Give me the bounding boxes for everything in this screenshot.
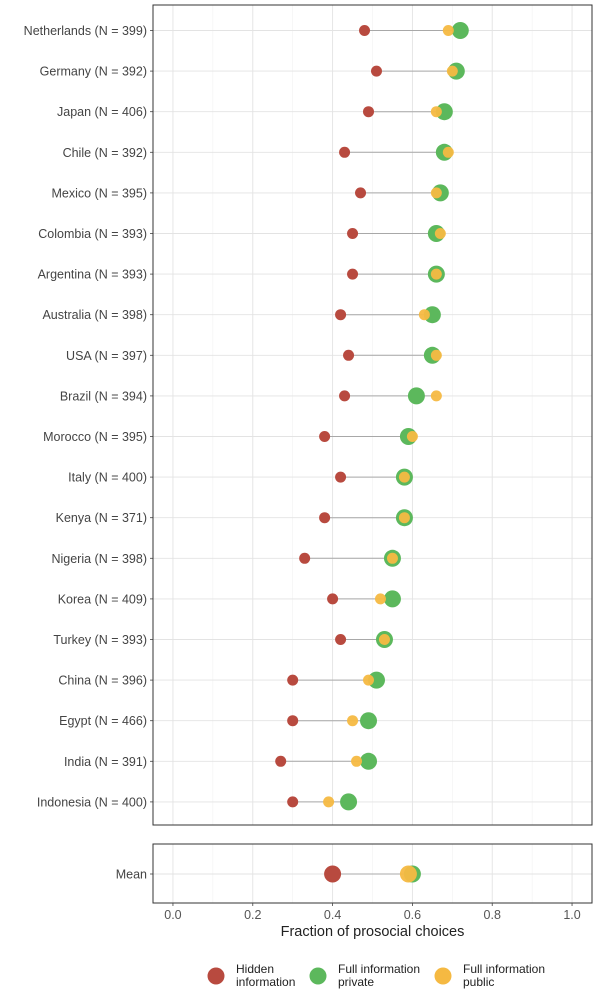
y-tick-label: Japan (N = 406) <box>57 105 147 119</box>
y-tick-label: Indonesia (N = 400) <box>37 795 147 809</box>
point-full-information-private <box>407 387 425 405</box>
point-hidden-information <box>327 593 339 605</box>
point-full-information-private <box>435 103 453 121</box>
y-tick-label: Netherlands (N = 399) <box>24 24 147 38</box>
point-hidden-information <box>299 552 311 564</box>
point-hidden-information <box>335 471 347 483</box>
mean-point-hidden-information <box>324 865 342 883</box>
point-full-information-public <box>386 552 398 564</box>
y-tick-label: Argentina (N = 393) <box>38 268 147 282</box>
y-tick-label: Colombia (N = 393) <box>38 227 147 241</box>
point-hidden-information <box>347 268 359 280</box>
point-full-information-public <box>398 512 410 524</box>
point-full-information-public <box>398 471 410 483</box>
point-hidden-information <box>355 187 367 199</box>
point-full-information-public <box>323 796 335 808</box>
point-full-information-public <box>430 268 442 280</box>
y-tick-label: Chile (N = 392) <box>63 146 147 160</box>
point-hidden-information <box>347 228 359 239</box>
y-tick-label: Italy (N = 400) <box>68 471 147 485</box>
point-hidden-information <box>359 25 371 36</box>
point-hidden-information <box>339 390 351 402</box>
point-hidden-information <box>335 309 347 321</box>
legend-swatch <box>434 967 452 985</box>
x-tick-label: 0.4 <box>324 908 341 922</box>
point-full-information-public <box>418 309 430 321</box>
x-tick-label: 0.6 <box>404 908 421 922</box>
legend-label: Full information <box>338 962 420 976</box>
point-full-information-public <box>406 431 418 442</box>
legend-label: public <box>463 975 494 989</box>
x-tick-label: 0.0 <box>164 908 181 922</box>
point-full-information-private <box>367 671 385 689</box>
point-hidden-information <box>319 431 331 442</box>
point-full-information-public <box>430 349 442 361</box>
point-full-information-public <box>446 65 458 77</box>
y-tick-label: Germany (N = 392) <box>40 65 147 79</box>
point-full-information-public <box>378 634 390 645</box>
legend-label: private <box>338 975 374 989</box>
point-hidden-information <box>319 512 331 524</box>
point-full-information-private <box>451 22 469 39</box>
y-tick-label: Morocco (N = 395) <box>43 430 147 444</box>
legend-swatch <box>207 967 225 985</box>
point-full-information-public <box>430 390 442 402</box>
y-tick-label: Korea (N = 409) <box>58 592 147 606</box>
mean-tick-label: Mean <box>116 868 147 882</box>
y-tick-label: Kenya (N = 371) <box>56 511 147 525</box>
y-tick-label: Nigeria (N = 398) <box>51 552 147 566</box>
point-full-information-private <box>360 712 378 730</box>
y-tick-label: Turkey (N = 393) <box>53 633 147 647</box>
y-tick-label: USA (N = 397) <box>66 349 147 363</box>
point-full-information-private <box>340 793 358 811</box>
point-full-information-public <box>434 228 446 239</box>
mean-point-full-information-public <box>399 865 417 883</box>
x-axis-label: Fraction of prosocial choices <box>281 924 465 940</box>
point-full-information-private <box>423 306 441 324</box>
main-panel-border <box>152 4 593 826</box>
point-hidden-information <box>335 634 347 645</box>
point-full-information-public <box>374 593 386 605</box>
x-tick-label: 0.2 <box>244 908 261 922</box>
point-full-information-private <box>360 752 378 770</box>
y-tick-label: Mexico (N = 395) <box>51 186 147 200</box>
y-tick-label: India (N = 391) <box>64 755 147 769</box>
point-hidden-information <box>363 106 375 118</box>
point-full-information-public <box>430 187 442 199</box>
point-hidden-information <box>275 755 287 767</box>
point-hidden-information <box>287 715 299 727</box>
legend-swatch <box>309 967 327 985</box>
point-full-information-public <box>430 106 442 118</box>
x-tick-label: 0.8 <box>484 908 501 922</box>
y-tick-label: Egypt (N = 466) <box>59 714 147 728</box>
legend-label: Hidden <box>236 962 274 976</box>
point-hidden-information <box>370 65 382 77</box>
point-full-information-public <box>347 715 359 727</box>
point-hidden-information <box>343 349 355 361</box>
point-full-information-public <box>351 755 363 767</box>
y-tick-label: Australia (N = 398) <box>42 308 147 322</box>
point-hidden-information <box>287 796 299 808</box>
point-full-information-private <box>383 590 401 608</box>
y-tick-label: Brazil (N = 394) <box>60 389 147 403</box>
legend-label: information <box>236 975 295 989</box>
point-hidden-information <box>287 674 299 686</box>
point-full-information-public <box>442 146 454 158</box>
legend-label: Full information <box>463 962 545 976</box>
point-hidden-information <box>339 146 351 158</box>
point-full-information-public <box>442 25 454 36</box>
y-tick-label: China (N = 396) <box>58 674 147 688</box>
x-tick-label: 1.0 <box>563 908 580 922</box>
point-full-information-public <box>363 674 375 686</box>
mean-panel-border <box>152 843 593 904</box>
